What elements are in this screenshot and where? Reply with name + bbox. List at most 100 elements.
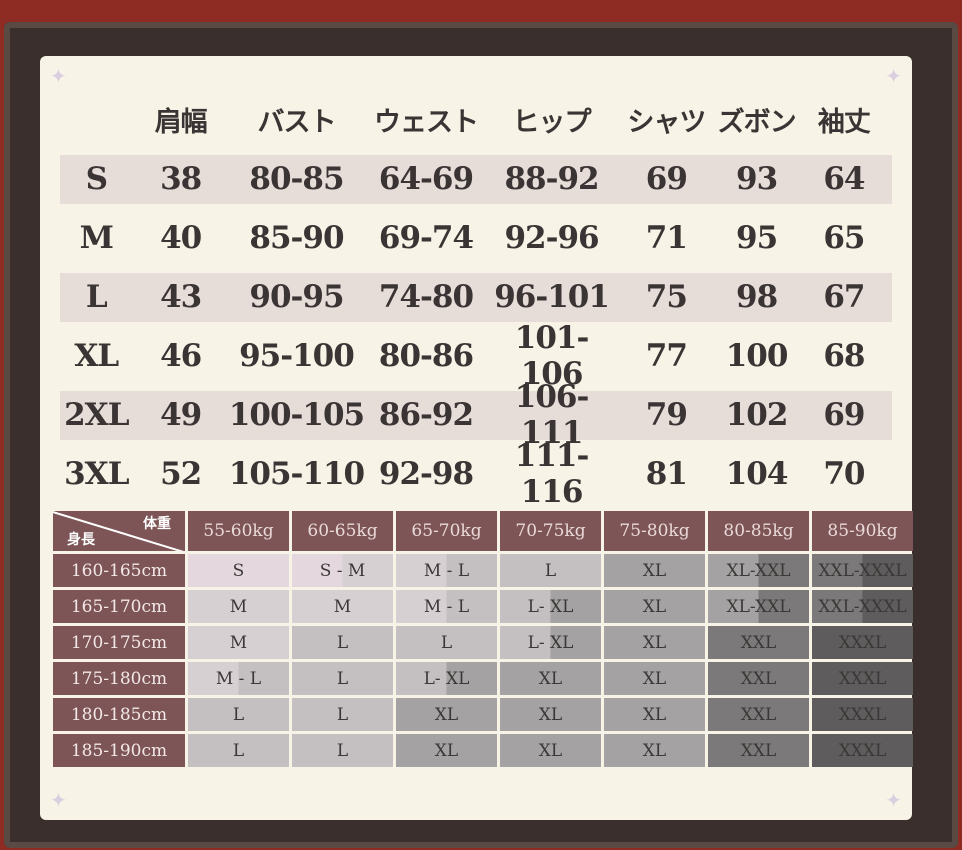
size-cell: XL bbox=[500, 698, 601, 731]
cell: 80-85 bbox=[249, 160, 344, 197]
measurement-table: 肩幅 バスト ウェスト ヒップ シャツ ズボン 袖丈 S 38 80-85 64-69 88-92 69… bbox=[60, 90, 892, 510]
size-cell: XXL-XXXL bbox=[812, 590, 913, 623]
size-cell: M - L bbox=[188, 662, 289, 695]
cell: 75 bbox=[645, 278, 688, 315]
height-weight-fit-table: 体重 身長 55-60kg 60-65kg 65-70kg 70-75kg 75-80kg 8… bbox=[50, 508, 916, 770]
cell: 106-111 bbox=[514, 378, 590, 451]
cell: 3XL bbox=[64, 455, 129, 492]
size-cell: L bbox=[292, 734, 393, 767]
cell: 88-92 bbox=[504, 160, 599, 197]
size-cell: XXXL bbox=[812, 734, 913, 767]
column-header: 袖丈 bbox=[817, 107, 871, 138]
size-cell: XL bbox=[604, 590, 705, 623]
fit-header-row: 体重 身長 55-60kg 60-65kg 65-70kg 70-75kg 75-80kg 8… bbox=[53, 511, 913, 551]
fit-row: 185-190cm L L XL XL XL XXL XXXL bbox=[53, 734, 913, 767]
cell: 40 bbox=[160, 219, 202, 256]
weight-label: 体重 bbox=[143, 516, 171, 532]
column-header: ズボン bbox=[717, 107, 797, 138]
size-cell: L bbox=[292, 698, 393, 731]
cell: 71 bbox=[645, 219, 688, 256]
cell: 105-110 bbox=[228, 455, 365, 492]
measurement-header-row: 肩幅 バスト ウェスト ヒップ シャツ ズボン 袖丈 bbox=[60, 90, 892, 149]
size-cell: L bbox=[292, 626, 393, 659]
size-cell: XL bbox=[500, 662, 601, 695]
cell: 79 bbox=[645, 396, 688, 433]
size-cell: L- XL bbox=[396, 662, 497, 695]
cell: XL bbox=[74, 337, 119, 374]
size-cell: XXL-XXXL bbox=[812, 554, 913, 587]
cell: 81 bbox=[645, 455, 688, 492]
size-cell: XXL bbox=[708, 626, 809, 659]
size-cell: M bbox=[188, 626, 289, 659]
cell: 65 bbox=[823, 219, 865, 256]
fit-row: 180-185cm L L XL XL XL XXL XXXL bbox=[53, 698, 913, 731]
measurement-row: S 38 80-85 64-69 88-92 69 93 64 bbox=[60, 149, 892, 208]
height-header: 180-185cm bbox=[53, 698, 185, 731]
cell: 86-92 bbox=[378, 396, 474, 433]
size-cell: M bbox=[188, 590, 289, 623]
height-label: 身長 bbox=[67, 532, 95, 548]
size-cell: M - L bbox=[396, 554, 497, 587]
size-cell: XXL bbox=[708, 734, 809, 767]
cell: 90-95 bbox=[249, 278, 344, 315]
size-cell: XL-XXL bbox=[708, 554, 809, 587]
size-cell: L bbox=[500, 554, 601, 587]
size-cell: XL bbox=[604, 554, 705, 587]
height-header: 160-165cm bbox=[53, 554, 185, 587]
column-header: シャツ bbox=[627, 107, 706, 138]
cell: 77 bbox=[645, 337, 688, 374]
cell: 100-105 bbox=[228, 396, 365, 433]
cell: 38 bbox=[160, 160, 202, 197]
size-cell: S bbox=[188, 554, 289, 587]
size-cell: L bbox=[292, 662, 393, 695]
size-cell: XXXL bbox=[812, 698, 913, 731]
column-header: ヒップ bbox=[512, 107, 592, 138]
weight-header: 60-65kg bbox=[292, 511, 393, 551]
measurement-row: 2XL 49 100-105 86-92 106-111 79 102 69 bbox=[60, 379, 892, 451]
size-cell: XXL bbox=[708, 662, 809, 695]
column-header: ウェスト bbox=[373, 107, 479, 138]
column-header: バスト bbox=[257, 107, 336, 138]
height-header: 175-180cm bbox=[53, 662, 185, 695]
cell: 52 bbox=[160, 455, 202, 492]
cell: 70 bbox=[823, 455, 865, 492]
cell: 100 bbox=[725, 337, 789, 374]
cell: 111-116 bbox=[514, 437, 590, 510]
cell: 69 bbox=[823, 396, 865, 433]
cell: 64 bbox=[823, 160, 865, 197]
cell: 46 bbox=[160, 337, 202, 374]
cell: 68 bbox=[823, 337, 865, 374]
weight-header: 85-90kg bbox=[812, 511, 913, 551]
sparkle-icon: ✦ bbox=[50, 788, 67, 812]
measurement-row: L 43 90-95 74-80 96-101 75 98 67 bbox=[60, 267, 892, 326]
size-cell: XL bbox=[604, 662, 705, 695]
size-cell: XL-XXL bbox=[708, 590, 809, 623]
size-cell: L- XL bbox=[500, 626, 601, 659]
size-cell: L bbox=[188, 698, 289, 731]
cell: L bbox=[85, 278, 108, 315]
cell: 101-106 bbox=[514, 319, 590, 392]
weight-header: 55-60kg bbox=[188, 511, 289, 551]
cell: 43 bbox=[160, 278, 202, 315]
weight-header: 70-75kg bbox=[500, 511, 601, 551]
size-cell: XXXL bbox=[812, 626, 913, 659]
corner-label: 体重身長 bbox=[53, 511, 185, 551]
fit-row: 170-175cm M L L L- XL XL XXL XXXL bbox=[53, 626, 913, 659]
cell: 49 bbox=[160, 396, 202, 433]
size-cell: M - L bbox=[396, 590, 497, 623]
cell: 98 bbox=[736, 278, 778, 315]
weight-header: 75-80kg bbox=[604, 511, 705, 551]
cell: 69 bbox=[645, 160, 688, 197]
height-header: 170-175cm bbox=[53, 626, 185, 659]
cell: 85-90 bbox=[249, 219, 344, 256]
cell: 92-96 bbox=[504, 219, 599, 256]
cell: S bbox=[85, 160, 108, 197]
measurement-row: M 40 85-90 69-74 92-96 71 95 65 bbox=[60, 208, 892, 267]
size-cell: L- XL bbox=[500, 590, 601, 623]
sparkle-icon: ✦ bbox=[885, 64, 902, 88]
cell: 2XL bbox=[64, 396, 129, 433]
cell: 67 bbox=[823, 278, 865, 315]
size-cell: XL bbox=[604, 626, 705, 659]
corner-cell: 体重身長 bbox=[53, 511, 185, 551]
